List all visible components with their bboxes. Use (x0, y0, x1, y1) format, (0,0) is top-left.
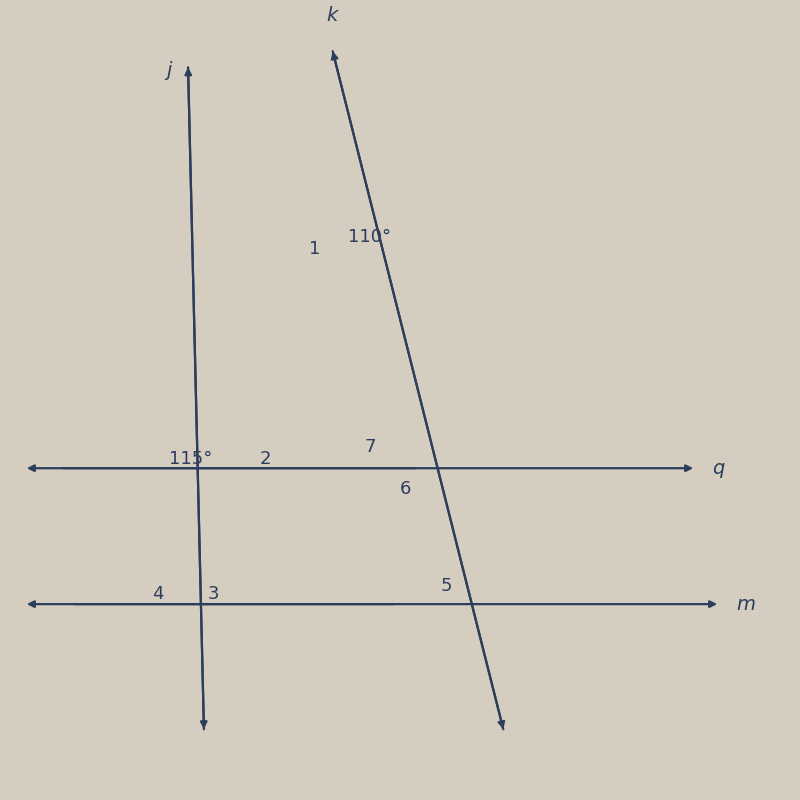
Text: 7: 7 (365, 438, 376, 456)
Text: m: m (736, 594, 755, 614)
Text: 6: 6 (400, 480, 411, 498)
Text: 2: 2 (260, 450, 271, 468)
Text: 110°: 110° (348, 228, 391, 246)
Text: 4: 4 (153, 585, 164, 602)
Text: 1: 1 (309, 240, 320, 258)
Text: 115°: 115° (169, 450, 212, 468)
Text: q: q (712, 458, 724, 478)
Text: k: k (326, 6, 338, 25)
Text: j: j (166, 62, 172, 81)
Text: 5: 5 (441, 577, 452, 594)
Text: 3: 3 (208, 585, 219, 602)
